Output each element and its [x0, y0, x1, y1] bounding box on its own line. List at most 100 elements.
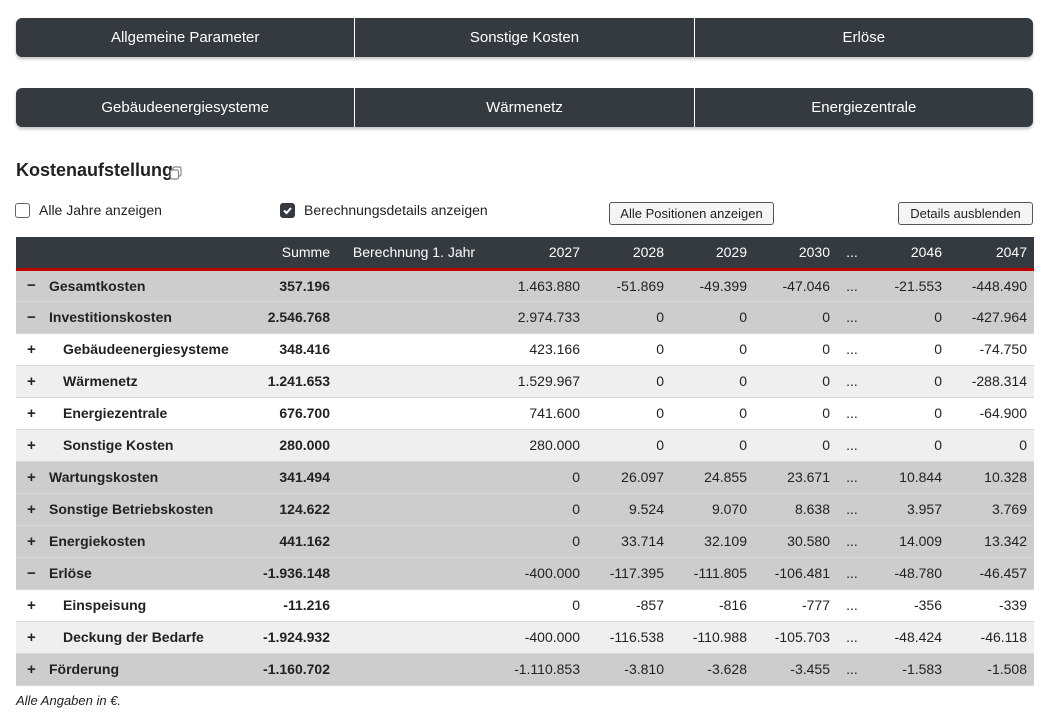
expand-toggle[interactable]: +: [16, 653, 49, 686]
nav-other-costs-button[interactable]: Sonstige Kosten: [355, 18, 695, 57]
calc-details-label: Berechnungsdetails anzeigen: [304, 202, 488, 218]
expand-toggle[interactable]: +: [16, 525, 49, 558]
show-all-positions-button[interactable]: Alle Positionen anzeigen: [609, 202, 774, 225]
row-calc-first-year: [336, 589, 492, 622]
collapse-toggle[interactable]: −: [16, 557, 49, 590]
row-year-value: -777: [754, 589, 837, 622]
section-title: Kostenaufstellung: [16, 160, 174, 180]
table-row: + Energiezentrale 676.700 741.600 0 0 0... 0 -64…: [16, 397, 1034, 430]
row-year-value: -3.455: [754, 653, 837, 686]
all-years-checkbox[interactable]: [15, 202, 30, 218]
collapse-toggle[interactable]: −: [16, 301, 49, 334]
row-ellipsis: ...: [837, 493, 867, 526]
row-year-value: -48.424: [867, 621, 949, 654]
expand-toggle[interactable]: +: [16, 589, 49, 622]
expand-toggle[interactable]: +: [16, 365, 49, 398]
row-sum: 1.241.653: [226, 365, 336, 398]
row-year-value: 24.855: [671, 461, 754, 494]
expand-toggle[interactable]: +: [16, 397, 49, 430]
table-row: + Sonstige Betriebskosten 124.622 0 9.524 9.0…: [16, 493, 1034, 526]
hide-details-button[interactable]: Details ausblenden: [898, 202, 1033, 225]
row-ellipsis: ...: [837, 525, 867, 558]
header-calc-first-year: Berechnung 1. Jahr: [336, 237, 492, 271]
row-ellipsis: ...: [837, 301, 867, 334]
row-year-value: 741.600: [492, 397, 587, 430]
row-year-value: 0: [587, 333, 671, 366]
row-sum: 357.196: [226, 269, 336, 302]
nav-revenues-button[interactable]: Erlöse: [842, 29, 886, 46]
row-year-value: 0: [754, 429, 837, 462]
all-years-option[interactable]: Alle Jahre anzeigen: [15, 202, 162, 218]
row-year-value: 0: [492, 461, 587, 494]
row-year-value: -400.000: [492, 621, 587, 654]
header-year: 2046: [867, 237, 949, 271]
row-sum: 341.494: [226, 461, 336, 494]
table-row: − Investitionskosten 2.546.768 2.974.733 0 0 0…: [16, 301, 1034, 334]
row-year-value: -74.750: [949, 333, 1034, 366]
expand-toggle[interactable]: +: [16, 493, 49, 526]
row-label: Gesamtkosten: [49, 269, 226, 302]
row-year-value: 1.529.967: [492, 365, 587, 398]
expand-toggle[interactable]: +: [16, 429, 49, 462]
row-ellipsis: ...: [837, 589, 867, 622]
row-year-value: 1.463.880: [492, 269, 587, 302]
header-label: [49, 237, 226, 271]
row-year-value: 0: [492, 525, 587, 558]
row-sum: -1.924.932: [226, 621, 336, 654]
row-ellipsis: ...: [837, 333, 867, 366]
row-year-value: -49.399: [671, 269, 754, 302]
row-year-value: -110.988: [671, 621, 754, 654]
copy-icon[interactable]: [169, 166, 183, 180]
row-calc-first-year: [336, 493, 492, 526]
calc-details-option[interactable]: Berechnungsdetails anzeigen: [280, 202, 488, 218]
row-year-value: -427.964: [949, 301, 1034, 334]
row-year-value: 9.070: [671, 493, 754, 526]
row-year-value: 8.638: [754, 493, 837, 526]
row-label: Wartungskosten: [49, 461, 226, 494]
row-year-value: 0: [671, 333, 754, 366]
footer-note: Alle Angaben in €.: [16, 693, 122, 708]
row-year-value: -46.457: [949, 557, 1034, 590]
row-year-value: 280.000: [492, 429, 587, 462]
row-year-value: 0: [587, 365, 671, 398]
expand-toggle[interactable]: +: [16, 333, 49, 366]
table-row: + Förderung -1.160.702 -1.110.853 -3.810 -3.6…: [16, 653, 1034, 686]
header-year: 2047: [949, 237, 1034, 271]
row-year-value: -105.703: [754, 621, 837, 654]
row-ellipsis: ...: [837, 429, 867, 462]
row-sum: -1.160.702: [226, 653, 336, 686]
row-sum: 124.622: [226, 493, 336, 526]
expand-toggle[interactable]: +: [16, 621, 49, 654]
row-year-value: -1.508: [949, 653, 1034, 686]
row-year-value: 10.328: [949, 461, 1034, 494]
row-year-value: -339: [949, 589, 1034, 622]
row-ellipsis: ...: [837, 557, 867, 590]
row-year-value: -47.046: [754, 269, 837, 302]
row-year-value: 0: [867, 333, 949, 366]
row-year-value: 423.166: [492, 333, 587, 366]
row-year-value: 26.097: [587, 461, 671, 494]
nav-energy-center-button[interactable]: Energiezentrale: [811, 99, 917, 116]
row-ellipsis: ...: [837, 653, 867, 686]
row-ellipsis: ...: [837, 269, 867, 302]
row-year-value: 0: [867, 365, 949, 398]
nav-general-parameters-button[interactable]: Allgemeine Parameter: [16, 18, 356, 57]
row-calc-first-year: [336, 653, 492, 686]
table-row: − Erlöse -1.936.148 -400.000 -117.395 -111.80…: [16, 557, 1034, 590]
table-row: − Gesamtkosten 357.196 1.463.880 -51.869 -49.…: [16, 269, 1034, 302]
nav-building-energy-systems-button[interactable]: Gebäudeenergiesysteme: [16, 88, 356, 127]
row-year-value: -857: [587, 589, 671, 622]
row-year-value: -3.628: [671, 653, 754, 686]
row-year-value: 23.671: [754, 461, 837, 494]
header-year: 2030: [754, 237, 837, 271]
row-label: Energiezentrale: [49, 397, 226, 430]
row-year-value: -288.314: [949, 365, 1034, 398]
expand-toggle[interactable]: +: [16, 461, 49, 494]
collapse-toggle[interactable]: −: [16, 269, 49, 302]
row-calc-first-year: [336, 301, 492, 334]
nav-heat-network-button[interactable]: Wärmenetz: [355, 88, 695, 127]
calc-details-checkbox[interactable]: [280, 202, 295, 218]
table-row: + Sonstige Kosten 280.000 280.000 0 0 0... 0 0: [16, 429, 1034, 462]
row-year-value: 0: [492, 493, 587, 526]
row-ellipsis: ...: [837, 365, 867, 398]
